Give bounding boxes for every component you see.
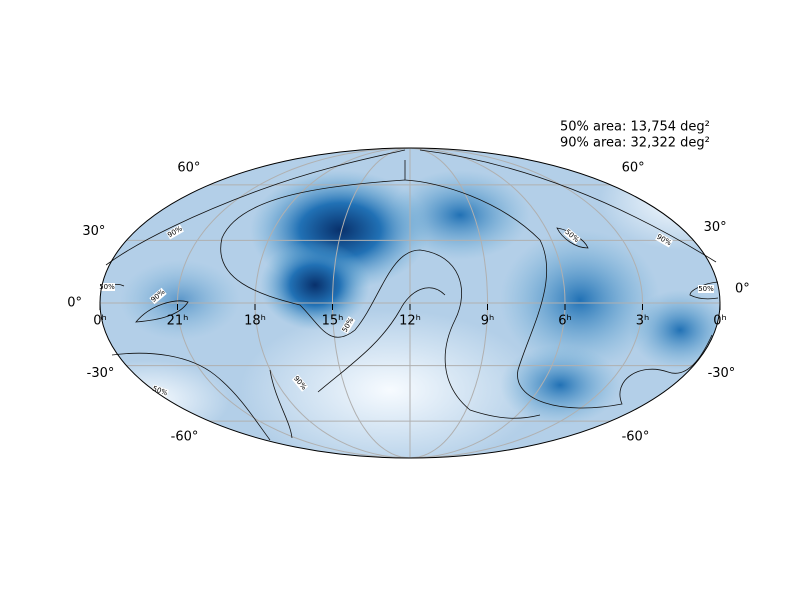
dec-tick-label: -60° (622, 430, 650, 445)
ra-tick-label: 3ʰ (636, 314, 650, 329)
ra-tick-label: 9ʰ (481, 314, 495, 329)
dec-tick-label: -30° (708, 366, 736, 381)
ra-tick-label: 12ʰ (399, 314, 421, 329)
contour (105, 149, 406, 266)
contour-label-bg (563, 227, 581, 245)
probability-map (100, 148, 720, 458)
contour-label-bg (151, 384, 169, 398)
map-frame (99, 147, 721, 459)
contour-label-bg (149, 287, 167, 305)
annotation: 90% area: 32,322 deg² (560, 136, 710, 151)
ra-tick-label: 6ʰ (558, 314, 572, 329)
contour-label-bg (166, 224, 184, 240)
dec-tick-label: 60° (177, 160, 200, 175)
dec-tick-label: 0° (67, 296, 82, 311)
ra-tick-label: 18ʰ (244, 314, 266, 329)
dec-tick-label: -60° (171, 430, 199, 445)
contour (419, 149, 717, 263)
dec-tick-label: 0° (735, 282, 750, 297)
contour-label-bg (655, 232, 673, 248)
ra-tick-label: 0ʰ (93, 314, 107, 329)
contour-label-bg (99, 283, 115, 291)
contour (689, 281, 719, 300)
contour-label-bg (698, 285, 714, 293)
annotation: 50% area: 13,754 deg² (560, 120, 710, 135)
contour (317, 287, 446, 393)
ra-tick-label: 0ʰ (713, 314, 727, 329)
contour (111, 352, 271, 441)
dec-tick-label: -30° (87, 366, 115, 381)
dec-tick-label: 60° (622, 160, 645, 175)
dec-tick-label: 30° (704, 220, 727, 235)
contours (101, 149, 719, 441)
contour (404, 160, 713, 409)
contour-label-bg (340, 316, 356, 334)
contour-label-bg (291, 374, 309, 392)
ra-tick-label: 15ʰ (322, 314, 344, 329)
graticule (100, 147, 720, 459)
contour (220, 179, 541, 419)
ra-tick-label: 21ʰ (167, 314, 189, 329)
contour (269, 369, 293, 439)
dec-tick-label: 30° (82, 224, 105, 239)
contour-label: 50% (698, 285, 714, 293)
contour (135, 300, 189, 323)
contour-label: 50% (99, 283, 115, 291)
